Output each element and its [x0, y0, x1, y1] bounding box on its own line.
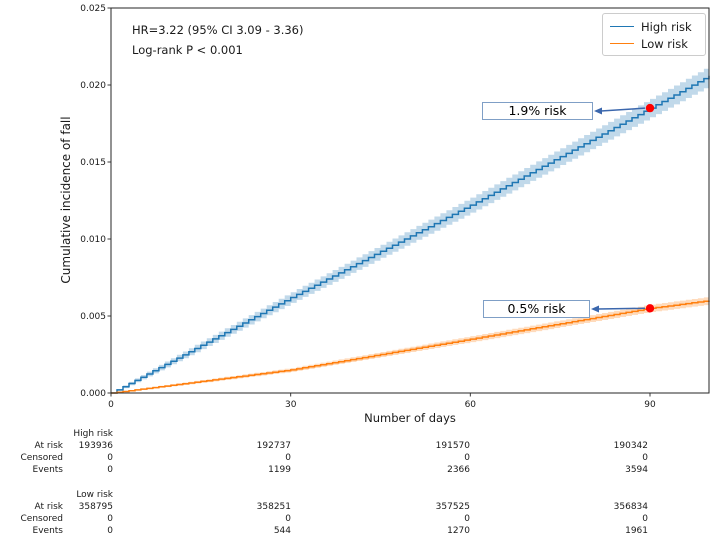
- svg-text:0.000: 0.000: [80, 389, 106, 399]
- legend: High risk Low risk: [602, 13, 706, 56]
- svg-text:0.020: 0.020: [80, 81, 106, 91]
- legend-item-high-risk: High risk: [610, 18, 699, 35]
- legend-label-high-risk: High risk: [641, 19, 692, 34]
- svg-text:90: 90: [644, 400, 656, 410]
- svg-text:0: 0: [108, 400, 114, 410]
- svg-text:0.015: 0.015: [80, 158, 106, 168]
- y-axis-label: Cumulative incidence of fall: [59, 116, 73, 284]
- high-risk-line-swatch: [610, 26, 634, 27]
- stats-annotation: HR=3.22 (95% CI 3.09 - 3.36) Log-rank P …: [132, 20, 303, 60]
- legend-item-low-risk: Low risk: [610, 35, 699, 52]
- logrank-text: Log-rank P < 0.001: [132, 43, 243, 57]
- svg-text:60: 60: [465, 400, 477, 410]
- svg-text:0.010: 0.010: [80, 235, 106, 245]
- hazard-ratio-text: HR=3.22 (95% CI 3.09 - 3.36): [132, 23, 304, 37]
- legend-label-low-risk: Low risk: [641, 36, 688, 51]
- svg-text:0.025: 0.025: [80, 4, 106, 14]
- svg-text:30: 30: [285, 400, 297, 410]
- x-axis-label: Number of days: [364, 411, 456, 425]
- callout-low-risk-value: 0.5% risk: [483, 300, 590, 318]
- callout-high-risk-value: 1.9% risk: [482, 102, 593, 120]
- svg-text:0.005: 0.005: [80, 312, 106, 322]
- low-risk-line-swatch: [610, 43, 634, 44]
